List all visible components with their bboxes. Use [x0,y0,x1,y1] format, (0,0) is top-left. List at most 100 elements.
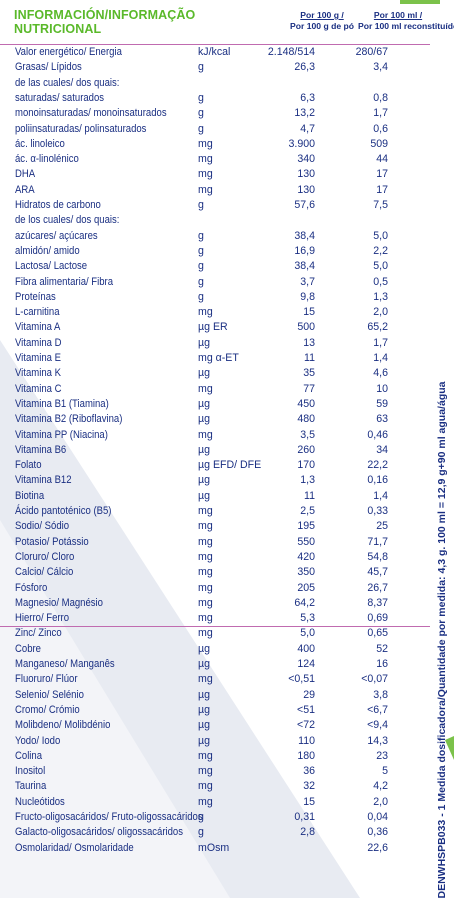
column-header-per-100g-line2: Por 100 g de pó [290,21,354,31]
nutrient-unit: µg [198,474,210,487]
nutrient-unit: g [198,244,204,257]
table-row: Vitamina PP (Niacina) mg 3,5 0,46 [0,428,430,441]
value-per-100g: 110 [298,734,315,747]
value-per-100ml: 71,7 [367,535,388,548]
table-row: ARA mg 130 17 [0,183,430,196]
value-per-100g: 77 [303,382,315,395]
nutrient-name: Vitamina A [15,321,61,334]
value-per-100g: 13 [303,336,315,349]
value-per-100g: 15 [303,306,315,319]
value-per-100g: 64,2 [294,596,315,609]
nutrient-name: Fructo-oligosacáridos/ Fruto-oligossacár… [15,811,203,823]
nutrient-name: Yodo/ Iodo [15,734,61,747]
table-row: Fluoruro/ Flúor mg <0,51 <0,07 [0,674,430,685]
value-per-100g: 9,8 [300,290,315,303]
nutrient-unit: mg [198,673,213,686]
nutrient-unit: g [198,122,204,135]
value-per-100g: 6,3 [300,91,315,104]
header-divider [0,44,430,45]
value-per-100ml: 8,37 [367,596,388,609]
value-per-100ml: 0,69 [367,612,388,625]
nutrient-unit: µg [198,719,210,732]
value-per-100ml: 0,46 [367,428,388,441]
value-per-100ml: 22,2 [367,459,388,472]
value-per-100ml: 16 [376,658,388,670]
value-per-100g: 5,3 [300,612,315,625]
table-row: Cloruro/ Cloro mg 420 54,8 [0,551,430,563]
table-row: Galacto-oligosacáridos/ oligossacáridos g… [0,827,430,838]
value-per-100ml: 1,3 [373,290,388,303]
table-row: azúcares/ açúcares g 38,4 5,0 [0,229,430,242]
value-per-100ml: 14,3 [367,734,388,747]
table-header: INFORMACIÓN/INFORMAÇÃO NUTRICIONAL Por 1… [0,0,454,46]
value-per-100g: 38,4 [294,229,315,242]
value-per-100ml: 25 [376,520,388,533]
nutrient-name: Vitamina D [15,336,62,349]
value-per-100g: 130 [297,168,315,181]
table-row: Manganeso/ Manganês µg 124 16 [0,659,430,670]
value-per-100ml: 0,16 [367,474,388,487]
table-row: Proteínas g 9,8 1,3 [0,290,430,303]
nutrient-unit: mg [198,428,213,441]
nutrient-unit: mg [198,566,213,579]
nutrient-name: Molibdeno/ Molibdénio [15,719,111,732]
value-per-100ml: 63 [376,413,388,426]
nutrient-name: Inositol [15,765,46,778]
table-row: Yodo/ Iodo µg 110 14,3 [0,734,430,747]
value-per-100ml: 26,7 [367,581,388,594]
value-per-100ml: 1,7 [373,107,388,120]
column-header-per-100ml-line2: Por 100 ml reconstituído [358,21,454,31]
value-per-100ml: 10 [376,382,388,395]
nutrient-name: saturadas/ saturados [15,91,105,104]
nutrient-unit: mg [198,137,213,150]
value-per-100g: 26,3 [294,61,315,74]
nutrient-name: DHA [15,168,36,181]
value-per-100ml: 23 [376,749,388,762]
table-row: Hidratos de carbono g 57,6 7,5 [0,200,430,211]
value-per-100g: 35 [303,367,315,380]
value-per-100g: 180 [297,749,315,762]
value-per-100ml: 7,5 [373,199,388,211]
nutrient-name: monoinsaturadas/ monoinsaturados [15,107,167,120]
value-per-100ml: 1,4 [373,489,388,502]
nutrient-unit: µg [198,658,210,670]
value-per-100ml: 3,8 [373,688,388,701]
table-title: INFORMACIÓN/INFORMAÇÃO NUTRICIONAL [14,8,195,36]
nutrient-unit: g [198,107,204,120]
table-row: Nucleótidos mg 15 2,0 [0,795,430,808]
nutrient-unit: g [198,811,204,823]
value-per-100g: 29 [303,688,315,701]
table-row: Vitamina D µg 13 1,7 [0,336,430,349]
table-row: Vitamina B12 µg 1,3 0,16 [0,475,430,486]
nutrient-unit: mg [198,183,213,196]
value-per-100g: 4,7 [300,122,315,135]
nutrient-unit: g [198,91,204,104]
value-per-100ml: 5 [382,765,388,778]
value-per-100ml: 17 [376,168,388,181]
column-header-per-100ml: Por 100 ml / Por 100 ml reconstituído [358,10,454,32]
nutrient-name: de las cuales/ dos quais: [15,76,120,89]
table-title-line2: NUTRICIONAL [14,22,102,36]
table-row: de las cuales/ dos quais: [0,76,430,89]
value-per-100g: 124 [297,658,315,670]
value-per-100g: 13,2 [294,107,315,120]
nutrient-name: Vitamina B6 [15,443,67,456]
nutrient-unit: mg [198,581,213,594]
value-per-100g: 11 [304,352,315,364]
nutrient-unit: g [198,826,204,839]
nutrient-unit: g [198,61,204,74]
table-row: ác. α-linolénico mg 340 44 [0,154,430,165]
nutrient-name: Osmolaridad/ Osmolaridade [15,841,134,854]
section-divider [0,626,430,627]
value-per-100ml: 2,0 [373,795,388,808]
nutrient-unit: g [198,229,204,242]
value-per-100ml: 0,65 [367,627,388,640]
nutrient-name: Vitamina B1 (Tiamina) [15,397,109,410]
value-per-100ml: 1,4 [373,352,388,364]
nutrient-unit: mg [198,382,213,395]
nutrient-name: Valor energético/ Energia [15,46,122,58]
nutrient-name: Colina [15,749,43,762]
table-row: Inositol mg 36 5 [0,766,430,777]
nutrient-name: azúcares/ açúcares [15,229,98,242]
value-per-100g: 170 [297,459,315,472]
